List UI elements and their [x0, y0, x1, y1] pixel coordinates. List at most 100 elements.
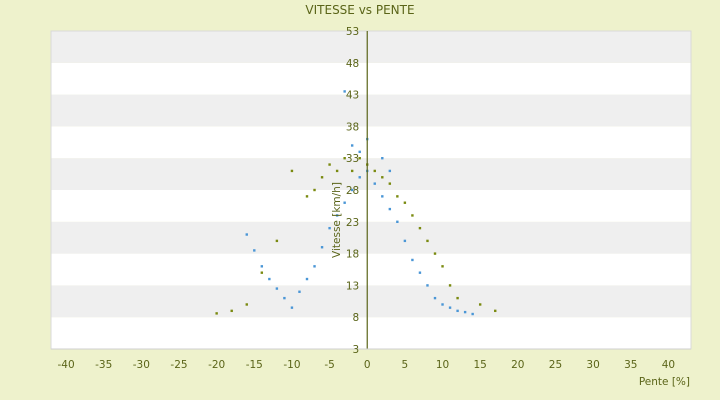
x-tick-label: 30: [586, 359, 599, 371]
data-point-series-1: [283, 296, 286, 300]
data-point-series-1: [350, 144, 354, 147]
x-tick-label: -5: [324, 359, 334, 371]
data-point-series-1: [260, 265, 264, 268]
y-tick-label: 3: [353, 344, 360, 356]
data-point-series-2: [290, 169, 294, 173]
y-tick-label: 38: [346, 121, 359, 133]
data-point-series-1: [403, 239, 407, 243]
axes: [51, 31, 691, 350]
data-point-series-2: [215, 312, 218, 315]
x-tick-label: -30: [133, 359, 150, 371]
data-point-series-2: [456, 296, 459, 300]
data-point-series-1: [358, 150, 361, 154]
y-tick-label: 18: [346, 249, 359, 261]
data-point-series-1: [396, 220, 399, 223]
data-point-series-2: [305, 195, 309, 198]
data-point-series-1: [245, 233, 248, 236]
data-point-series-1: [381, 157, 384, 160]
data-point-series-1: [343, 201, 346, 204]
y-tick-label: 43: [346, 90, 359, 102]
data-point-series-2: [335, 169, 339, 173]
data-point-series-1: [463, 310, 467, 314]
grid-band: [51, 253, 691, 286]
y-tick-label: 53: [346, 26, 359, 38]
data-point-series-2: [433, 252, 437, 255]
data-point-series-1: [388, 169, 392, 173]
grid-band: [51, 285, 691, 318]
x-tick-label: 40: [662, 359, 675, 371]
x-tick-label: 35: [624, 359, 637, 371]
y-tick-label: 33: [346, 153, 359, 165]
data-point-series-2: [411, 214, 414, 217]
x-tick-label: -35: [95, 359, 112, 371]
data-point-series-2: [441, 265, 444, 268]
x-tick-label: 20: [511, 359, 524, 371]
grid-band: [51, 94, 691, 127]
data-point-series-1: [328, 226, 331, 230]
grid-band: [51, 221, 691, 254]
data-point-series-2: [328, 163, 331, 166]
data-point-series-2: [230, 309, 233, 313]
x-tick-label: -10: [283, 359, 300, 371]
data-point-series-2: [388, 182, 392, 185]
x-tick-label: -20: [208, 359, 225, 371]
x-tick-label: 25: [549, 359, 562, 371]
data-point-series-2: [343, 157, 346, 160]
data-point-series-1: [275, 287, 279, 290]
grid-band: [51, 317, 691, 349]
data-point-series-1: [433, 296, 437, 300]
data-point-series-2: [260, 271, 264, 274]
grid-band: [51, 126, 691, 159]
y-axis-label: Vitesse [km/h]: [331, 182, 343, 258]
data-point-series-1: [253, 249, 256, 252]
data-point-series-1: [320, 246, 324, 249]
x-tick-label: -15: [246, 359, 263, 371]
data-point-series-2: [245, 303, 248, 306]
plot-grid-bands: [50, 30, 692, 350]
grid-band: [51, 158, 691, 190]
x-tick-label: 15: [473, 359, 486, 371]
data-point-series-2: [320, 176, 324, 179]
data-point-series-1: [426, 284, 429, 287]
data-point-series-1: [441, 303, 444, 306]
grid-band: [51, 190, 691, 222]
data-point-series-1: [471, 312, 474, 316]
data-point-series-2: [494, 309, 497, 313]
data-point-series-1: [418, 271, 422, 274]
data-point-series-2: [381, 176, 384, 179]
data-point-series-2: [373, 169, 376, 173]
x-tick-label: 0: [364, 359, 371, 371]
grid-band: [51, 31, 691, 63]
x-axis-label: Pente [%]: [639, 376, 690, 388]
data-point-series-1: [388, 207, 392, 211]
grid-band: [51, 62, 691, 95]
x-tick-label: -40: [57, 359, 74, 371]
data-point-series-1: [350, 188, 354, 192]
data-point-series-1: [290, 306, 294, 309]
y-tick-label: 13: [346, 280, 359, 292]
data-point-series-2: [275, 239, 279, 243]
data-point-series-1: [268, 277, 271, 281]
data-point-series-1: [298, 290, 301, 293]
data-point-series-1: [343, 90, 346, 93]
data-point-series-1: [456, 309, 459, 313]
x-tick-label: 5: [402, 359, 409, 371]
data-point-series-2: [426, 239, 429, 243]
data-point-series-2: [358, 157, 361, 160]
data-point-series-1: [358, 176, 361, 179]
data-point-series-1: [373, 182, 376, 185]
chart-title: VITESSE vs PENTE: [305, 3, 414, 17]
data-point-series-2: [403, 201, 407, 204]
y-tick-label: 28: [346, 185, 359, 197]
x-tick-label: 10: [436, 359, 449, 371]
data-points: [215, 90, 497, 316]
data-point-series-2: [350, 169, 354, 173]
data-point-series-2: [313, 188, 316, 192]
data-point-series-1: [313, 265, 316, 268]
data-point-series-2: [396, 195, 399, 198]
data-point-series-1: [411, 258, 414, 262]
data-point-series-1: [305, 277, 309, 281]
x-tick-labels: -40 -35 -30 -25 -20 -15 -10 -5 0 5 10 15 20 25 30 35 40: [57, 359, 675, 371]
